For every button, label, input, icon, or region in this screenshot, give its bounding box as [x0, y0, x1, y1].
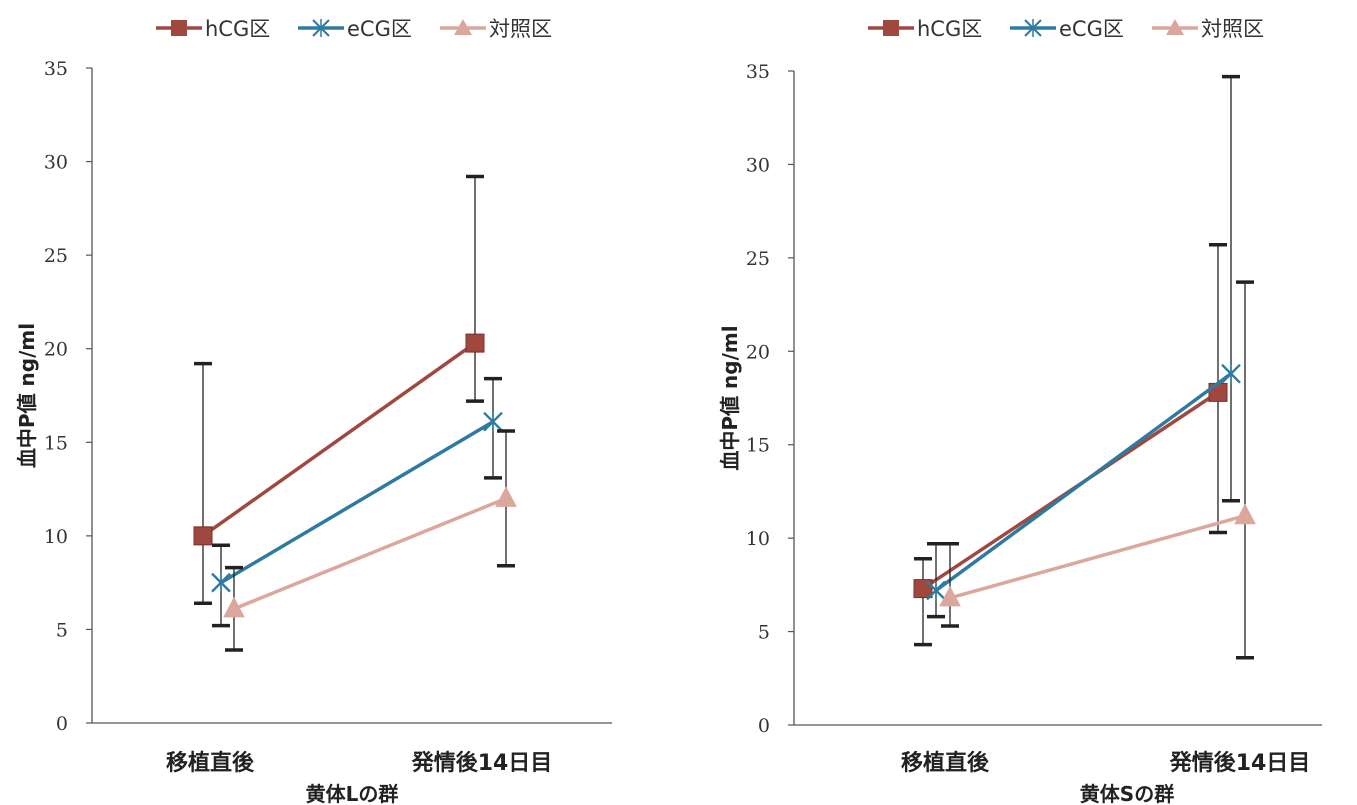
y-tick-label: 35 [746, 61, 770, 83]
y-tick-label: 15 [746, 435, 770, 457]
series-0 [913, 243, 1228, 647]
data-point-square [913, 579, 933, 599]
legend-item: hCG区 [868, 17, 982, 41]
legend-label: 対照区 [1201, 17, 1264, 41]
legend-label: eCG区 [347, 17, 412, 41]
y-axis-title: 血中P値 ng/ml [15, 323, 39, 468]
data-point-star [211, 572, 231, 593]
y-axis-title: 血中P値 ng/ml [718, 325, 742, 470]
data-point-square [465, 333, 485, 353]
legend-item: 対照区 [1152, 17, 1264, 41]
series-line [233, 496, 507, 611]
x-tick-label: 移植直後 [166, 750, 255, 776]
series-2 [223, 429, 517, 652]
data-point-triangle [495, 486, 517, 507]
legend: hCG区 eCG区 対照区 [156, 17, 552, 41]
y-tick-label: 20 [746, 341, 770, 363]
y-tick-label: 5 [758, 622, 770, 644]
legend-marker-square [883, 20, 899, 36]
y-tick-label: 25 [44, 245, 68, 267]
legend-label: hCG区 [917, 17, 982, 41]
legend-marker-triangle [454, 19, 472, 35]
series-line [220, 420, 494, 585]
data-point-square [193, 526, 213, 546]
x-axis-title: 黄体Lの群 [306, 782, 399, 805]
data-point-triangle [223, 596, 245, 618]
legend-marker-square [171, 20, 187, 36]
y-tick-label: 25 [746, 248, 770, 270]
y-tick-label: 30 [44, 152, 68, 174]
y-tick-label: 15 [44, 432, 68, 454]
data-point-star [483, 411, 503, 432]
series-line [949, 514, 1246, 600]
legend-item: hCG区 [156, 17, 270, 41]
series-line [201, 341, 477, 538]
y-tick-label: 0 [758, 715, 770, 737]
legend-item: eCG区 [298, 17, 412, 41]
series-1 [926, 74, 1241, 619]
y-tick-label: 0 [56, 713, 68, 735]
x-tick-label: 発情後14日目 [411, 750, 553, 776]
data-point-triangle [939, 585, 961, 607]
series-1 [211, 376, 503, 628]
legend-label: hCG区 [205, 17, 270, 41]
legend-item: 対照区 [440, 17, 552, 41]
x-axis-title: 黄体Sの群 [1080, 782, 1174, 805]
series-line [934, 372, 1233, 592]
y-tick-label: 10 [44, 526, 68, 548]
series-0 [193, 174, 485, 605]
data-point-star [926, 580, 946, 601]
legend-label: eCG区 [1059, 17, 1124, 41]
y-tick-label: 35 [44, 58, 68, 80]
legend-marker-triangle [1166, 19, 1184, 35]
y-tick-label: 10 [746, 528, 770, 550]
y-tick-label: 20 [44, 339, 68, 361]
data-point-star [1221, 363, 1241, 384]
x-tick-label: 発情後14日目 [1169, 750, 1311, 776]
y-tick-label: 5 [56, 619, 68, 641]
legend: hCG区 eCG区 対照区 [868, 17, 1264, 41]
legend-item: eCG区 [1010, 17, 1124, 41]
x-tick-label: 移植直後 [901, 750, 990, 776]
series-2 [939, 280, 1256, 660]
data-point-triangle [1234, 503, 1256, 525]
y-tick-label: 30 [746, 154, 770, 176]
legend-label: 対照区 [489, 17, 552, 41]
